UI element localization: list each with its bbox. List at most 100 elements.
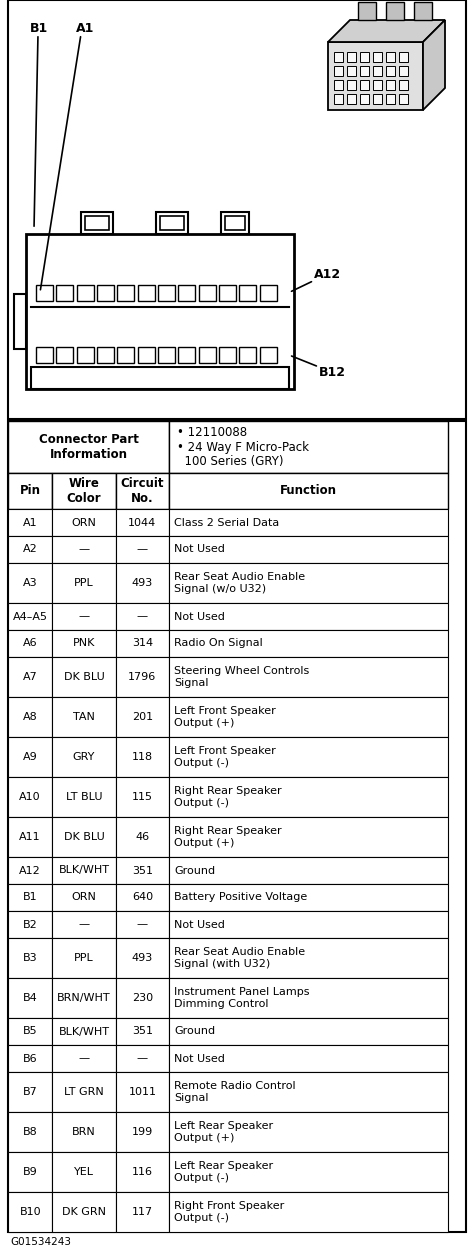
Bar bbox=[8, 657, 53, 697]
Text: ORN: ORN bbox=[72, 893, 97, 903]
Bar bbox=[118, 284, 134, 300]
Text: Left Rear Speaker
Output (+): Left Rear Speaker Output (+) bbox=[174, 1122, 273, 1143]
Bar bbox=[53, 473, 116, 510]
Bar bbox=[116, 1192, 169, 1232]
Text: A4–A5: A4–A5 bbox=[13, 611, 48, 621]
Text: Right Rear Speaker
Output (-): Right Rear Speaker Output (-) bbox=[174, 786, 282, 808]
Bar bbox=[169, 818, 447, 858]
Bar bbox=[53, 657, 116, 697]
Bar bbox=[239, 284, 256, 300]
Bar bbox=[8, 737, 53, 777]
Text: A1: A1 bbox=[76, 21, 94, 35]
Bar bbox=[399, 94, 408, 104]
Text: 493: 493 bbox=[132, 578, 153, 588]
Bar bbox=[334, 94, 343, 104]
Bar bbox=[116, 777, 169, 818]
Text: A1: A1 bbox=[23, 517, 37, 527]
Bar bbox=[169, 938, 447, 978]
Bar bbox=[137, 284, 155, 300]
Text: 201: 201 bbox=[132, 712, 153, 722]
Bar bbox=[360, 94, 369, 104]
Text: —: — bbox=[137, 611, 148, 621]
Bar bbox=[8, 1192, 53, 1232]
Text: BLK/WHT: BLK/WHT bbox=[58, 865, 109, 875]
Text: TAN: TAN bbox=[73, 712, 95, 722]
Bar bbox=[8, 510, 53, 536]
Text: 117: 117 bbox=[132, 1207, 153, 1217]
Text: BRN: BRN bbox=[72, 1127, 96, 1137]
Bar bbox=[199, 284, 216, 300]
Bar bbox=[116, 630, 169, 657]
Bar bbox=[53, 630, 116, 657]
Text: 640: 640 bbox=[132, 893, 153, 903]
Text: DK BLU: DK BLU bbox=[64, 833, 104, 843]
Bar bbox=[116, 911, 169, 938]
Text: A3: A3 bbox=[23, 578, 37, 588]
Bar bbox=[169, 473, 447, 510]
Text: Left Front Speaker
Output (-): Left Front Speaker Output (-) bbox=[174, 746, 276, 767]
Bar bbox=[53, 938, 116, 978]
Bar bbox=[116, 737, 169, 777]
Text: PNK: PNK bbox=[73, 639, 95, 649]
Bar bbox=[347, 94, 356, 104]
Bar bbox=[53, 884, 116, 911]
Text: Steering Wheel Controls
Signal: Steering Wheel Controls Signal bbox=[174, 666, 310, 687]
Bar bbox=[8, 1152, 53, 1192]
Bar bbox=[77, 347, 94, 363]
Bar bbox=[97, 284, 114, 300]
Text: B6: B6 bbox=[23, 1053, 37, 1063]
Text: YEL: YEL bbox=[74, 1167, 94, 1177]
Text: LT BLU: LT BLU bbox=[66, 793, 102, 803]
Bar bbox=[334, 66, 343, 76]
Text: —: — bbox=[79, 1053, 90, 1063]
Text: Radio On Signal: Radio On Signal bbox=[174, 639, 263, 649]
Bar bbox=[53, 737, 116, 777]
Bar bbox=[116, 510, 169, 536]
Polygon shape bbox=[386, 3, 404, 20]
Bar bbox=[199, 347, 216, 363]
Bar bbox=[260, 284, 277, 300]
Bar bbox=[169, 1018, 447, 1045]
Bar bbox=[8, 1072, 53, 1112]
Text: 351: 351 bbox=[132, 865, 153, 875]
Text: A10: A10 bbox=[19, 793, 41, 803]
Text: GRY: GRY bbox=[73, 752, 95, 762]
Text: B9: B9 bbox=[23, 1167, 37, 1177]
Bar bbox=[8, 938, 53, 978]
Bar bbox=[116, 1112, 169, 1152]
Text: 199: 199 bbox=[132, 1127, 153, 1137]
Bar bbox=[53, 1192, 116, 1232]
Bar bbox=[8, 563, 53, 603]
Bar bbox=[399, 80, 408, 90]
Bar bbox=[53, 697, 116, 737]
Polygon shape bbox=[328, 20, 445, 43]
Bar bbox=[169, 1152, 447, 1192]
Bar bbox=[137, 347, 155, 363]
Bar bbox=[169, 536, 447, 563]
Bar bbox=[328, 43, 423, 110]
Text: B7: B7 bbox=[23, 1087, 37, 1097]
Bar bbox=[169, 1192, 447, 1232]
Bar bbox=[53, 978, 116, 1018]
Bar bbox=[169, 630, 447, 657]
Text: Left Front Speaker
Output (+): Left Front Speaker Output (+) bbox=[174, 706, 276, 727]
Bar bbox=[36, 347, 53, 363]
Bar bbox=[169, 1072, 447, 1112]
Text: A8: A8 bbox=[23, 712, 37, 722]
Bar bbox=[386, 94, 395, 104]
Text: B1: B1 bbox=[30, 21, 48, 35]
Bar bbox=[8, 911, 53, 938]
Bar bbox=[373, 94, 382, 104]
Text: 1011: 1011 bbox=[128, 1087, 156, 1097]
Text: Right Rear Speaker
Output (+): Right Rear Speaker Output (+) bbox=[174, 826, 282, 848]
Text: A9: A9 bbox=[23, 752, 37, 762]
Bar bbox=[53, 1072, 116, 1112]
Text: —: — bbox=[137, 919, 148, 929]
Bar bbox=[81, 212, 113, 234]
Bar bbox=[8, 603, 53, 630]
Bar bbox=[116, 1045, 169, 1072]
Bar bbox=[116, 1152, 169, 1192]
Bar bbox=[169, 563, 447, 603]
Text: 493: 493 bbox=[132, 953, 153, 963]
Bar bbox=[8, 1045, 53, 1072]
